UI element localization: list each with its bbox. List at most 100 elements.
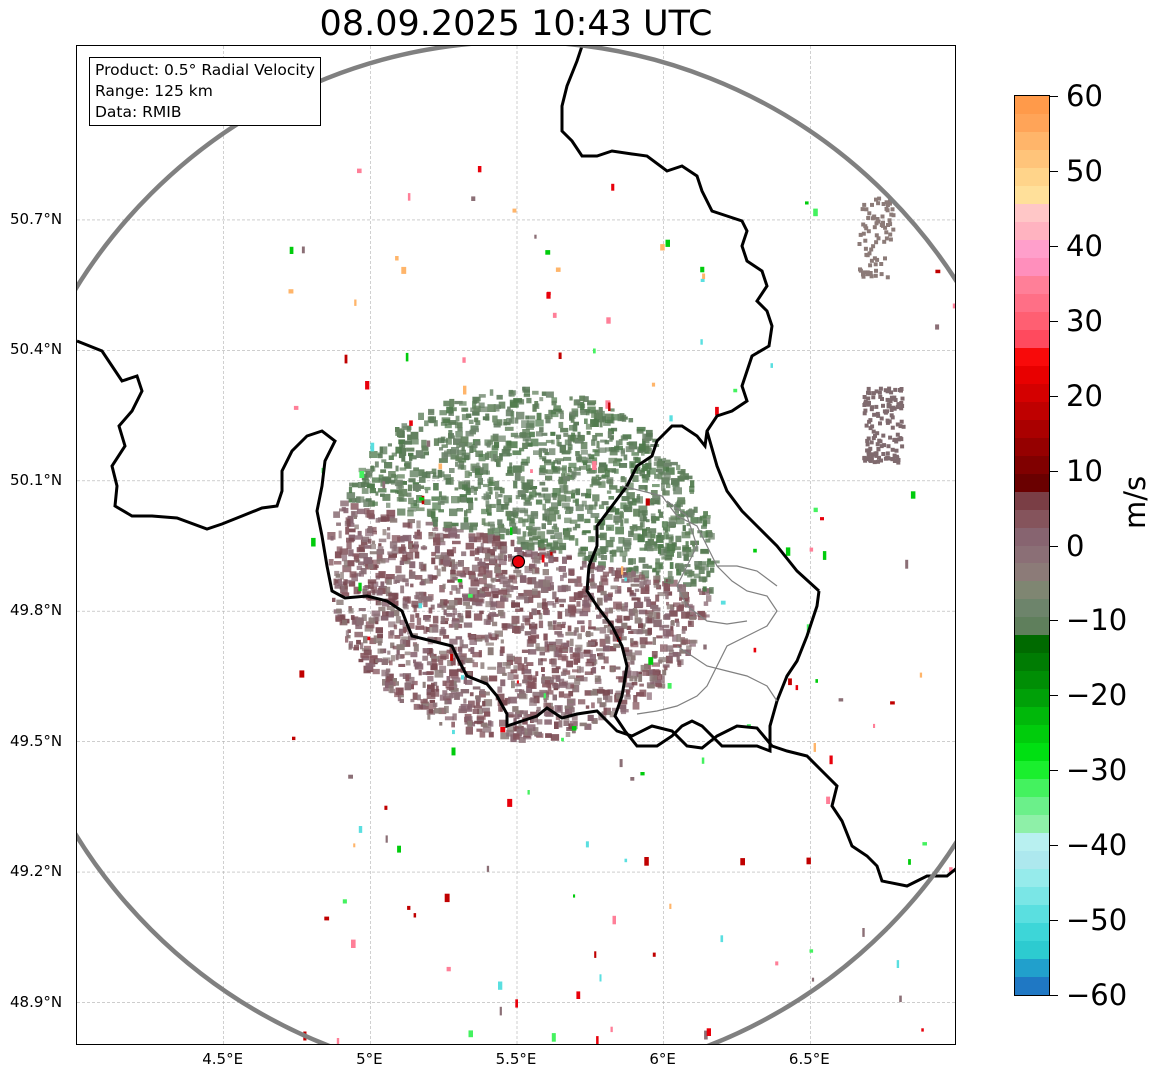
lat-tick-label: 49.8°N [10,601,63,620]
colorbar-segment [1015,149,1049,169]
colorbar-segment [1015,419,1049,439]
colorbar-segment [1015,329,1049,349]
colorbar-segment [1015,455,1049,475]
colorbar-segment [1015,437,1049,457]
colorbar-tick [1050,920,1058,922]
colorbar-tick-label: −10 [1066,603,1128,638]
info-data: Data: RMIB [95,103,182,121]
colorbar-tick-label: 10 [1066,453,1103,488]
colorbar-segment [1015,833,1049,852]
colorbar-segment [1015,815,1049,834]
colorbar-segment [1015,545,1049,565]
lat-tick-label: 50.4°N [10,340,63,359]
colorbar-segment [1015,689,1049,708]
lon-tick-label: 4.5°E [202,1050,244,1068]
luxembourg-districts [621,485,778,715]
radar-map-canvas [77,46,955,1044]
colorbar-segment [1015,977,1049,995]
colorbar-tick [1050,96,1058,97]
colorbar-segment [1015,401,1049,421]
colorbar-tick-label: 0 [1066,528,1085,563]
colorbar-tick-label: −40 [1066,828,1128,863]
radar-map[interactable] [76,45,956,1045]
colorbar-tick [1050,770,1058,772]
colorbar-tick [1050,695,1058,697]
graticule [77,46,955,1044]
velocity-colorbar [1014,95,1050,996]
lat-tick-label: 49.2°N [10,862,63,881]
colorbar-segment [1015,671,1049,690]
colorbar-segment [1015,851,1049,870]
product-info-box: Product: 0.5° Radial Velocity Range: 125… [89,57,321,126]
info-product: Product: 0.5° Radial Velocity [95,61,315,79]
colorbar-tick [1050,395,1058,397]
colorbar-segment [1015,221,1049,241]
colorbar-segment [1015,743,1049,762]
colorbar-segment [1015,527,1049,547]
colorbar-tick-label: 40 [1066,228,1103,263]
colorbar-tick-label: −30 [1066,753,1128,788]
colorbar-tick [1050,170,1058,172]
colorbar-segment [1015,599,1049,619]
colorbar-segment [1015,941,1049,960]
colorbar-tick [1050,845,1058,847]
map-title: 08.09.2025 10:43 UTC [319,4,713,44]
border-west [77,339,955,888]
colorbar-segment [1015,563,1049,583]
lon-tick-label: 5.5°E [495,1050,537,1068]
colorbar-tick [1050,620,1058,622]
colorbar-segment [1015,131,1049,151]
colorbar-segment [1015,707,1049,726]
colorbar-segment [1015,959,1049,978]
radar-echoes [288,166,955,1044]
colorbar-segment [1015,185,1049,205]
colorbar-segment [1015,311,1049,331]
colorbar-segment [1015,761,1049,780]
colorbar-tick-label: 20 [1066,378,1103,413]
colorbar-segment [1015,779,1049,798]
colorbar-segment [1015,797,1049,816]
colorbar-tick [1050,995,1058,996]
luxembourg-east-border [705,430,821,593]
colorbar-segment [1015,653,1049,672]
lat-tick-label: 50.1°N [10,470,63,489]
colorbar-segment [1015,239,1049,259]
colorbar-segment [1015,581,1049,601]
colorbar-segment [1015,923,1049,942]
colorbar-segment [1015,491,1049,511]
colorbar-segment [1015,509,1049,529]
country-borders [77,46,955,888]
colorbar-segment [1015,473,1049,493]
colorbar-tick [1050,470,1058,472]
lat-tick-label: 50.7°N [10,209,63,228]
lon-tick-label: 6°E [649,1050,676,1068]
lon-tick-label: 5°E [356,1050,383,1068]
colorbar-tick-label: 30 [1066,303,1103,338]
colorbar-tick-label: 50 [1066,153,1103,188]
colorbar-segment [1015,96,1049,115]
colorbar-segment [1015,869,1049,888]
colorbar-segment [1015,113,1049,133]
lon-tick-label: 6.5°E [788,1050,830,1068]
radar-site-marker[interactable] [511,555,526,569]
colorbar-segment [1015,365,1049,385]
colorbar-tick [1050,320,1058,322]
colorbar-segment [1015,275,1049,295]
colorbar-tick-label: −60 [1066,978,1128,1012]
colorbar-tick [1050,245,1058,247]
colorbar-segment [1015,257,1049,277]
colorbar-segment [1015,725,1049,744]
colorbar-segment [1015,203,1049,223]
colorbar-segment [1015,167,1049,187]
colorbar-tick-label: −50 [1066,903,1128,938]
colorbar-segment [1015,347,1049,367]
info-range: Range: 125 km [95,82,213,100]
colorbar-tick-label: 60 [1066,79,1103,113]
colorbar-tick [1050,545,1058,547]
colorbar-segment [1015,905,1049,924]
colorbar-segment [1015,293,1049,313]
colorbar-segment [1015,635,1049,654]
colorbar-segment [1015,887,1049,906]
range-ring [77,46,955,1044]
colorbar-unit-label: m/s [1118,475,1152,529]
